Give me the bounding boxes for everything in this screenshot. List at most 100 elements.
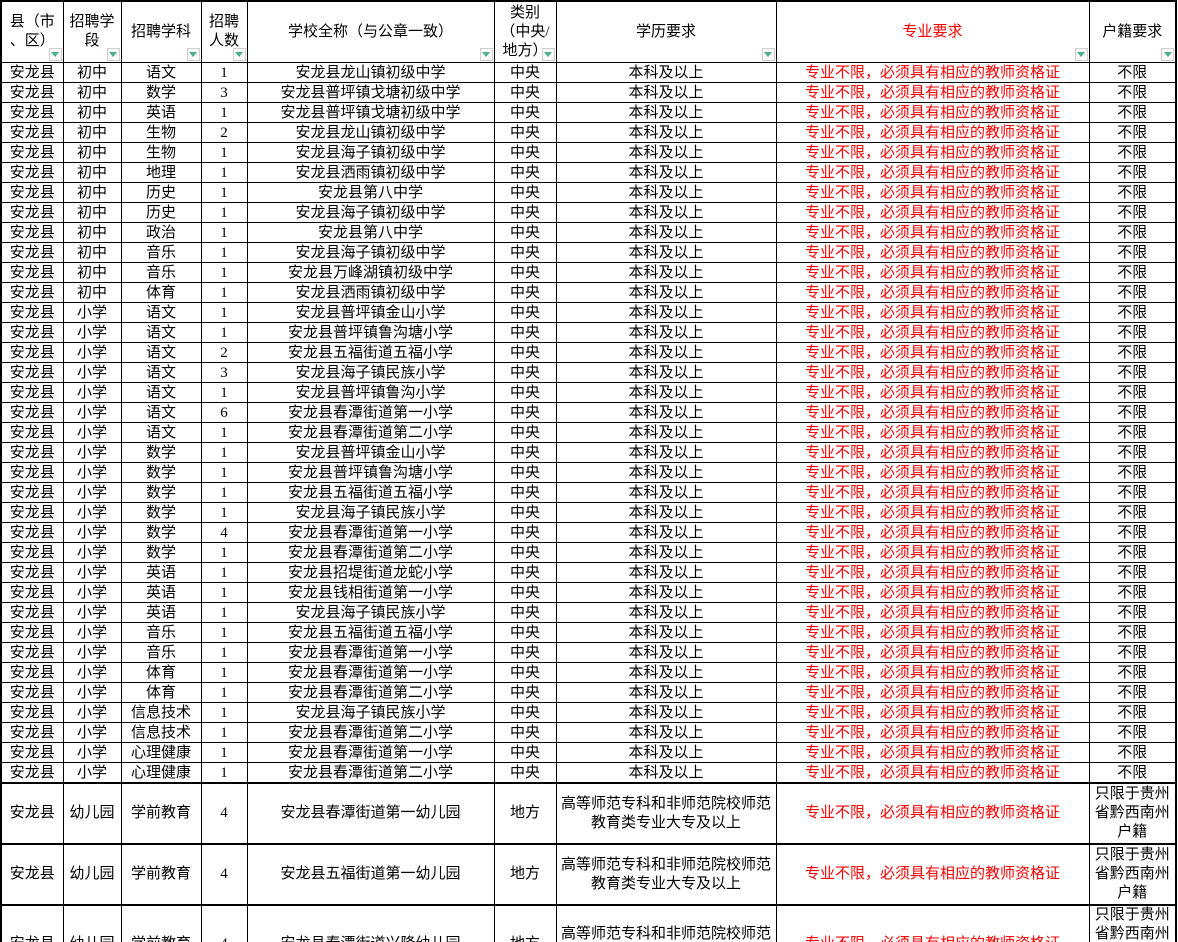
filter-dropdown-button[interactable] — [106, 48, 120, 61]
table-row: 安龙县 初中 生物 2 安龙县龙山镇初级中学 中央 本科及以上 专业不限，必须具有相应的教师资… — [0, 122, 1177, 143]
cell-education: 本科及以上 — [555, 422, 777, 443]
filter-dropdown-button[interactable] — [232, 48, 246, 61]
table-row: 安龙县 小学 英语 1 安龙县钱相街道第一小学 中央 本科及以上 专业不限，必须具有相应的教师… — [0, 582, 1177, 603]
cell-stage: 小学 — [62, 302, 122, 323]
filter-arrow-icon — [235, 52, 243, 57]
cell-count: 1 — [200, 562, 248, 583]
cell-education: 本科及以上 — [555, 742, 777, 763]
cell-category: 中央 — [493, 82, 557, 103]
cell-stage: 幼儿园 — [62, 843, 122, 906]
cell-county: 安龙县 — [0, 843, 64, 906]
cell-count: 1 — [200, 382, 248, 403]
cell-county: 安龙县 — [0, 562, 64, 583]
cell-major: 专业不限，必须具有相应的教师资格证 — [775, 742, 1090, 763]
cell-subject: 地理 — [120, 162, 202, 183]
cell-count: 1 — [200, 722, 248, 743]
cell-subject: 生物 — [120, 142, 202, 163]
cell-residence: 不限 — [1088, 402, 1177, 423]
cell-major: 专业不限，必须具有相应的教师资格证 — [775, 162, 1090, 183]
filter-dropdown-button[interactable] — [1161, 48, 1174, 61]
cell-stage: 初中 — [62, 162, 122, 183]
cell-county: 安龙县 — [0, 542, 64, 563]
cell-category: 地方 — [493, 782, 557, 845]
cell-education: 本科及以上 — [555, 522, 777, 543]
filter-dropdown-button[interactable] — [1074, 48, 1088, 61]
cell-school: 安龙县五福街道五福小学 — [246, 622, 495, 643]
cell-subject: 数学 — [120, 82, 202, 103]
filter-dropdown-button[interactable] — [48, 48, 62, 61]
table-row: 安龙县 初中 数学 3 安龙县普坪镇戈塘初级中学 中央 本科及以上 专业不限，必须具有相应的教… — [0, 82, 1177, 103]
filter-dropdown-button[interactable] — [479, 48, 493, 61]
cell-residence: 不限 — [1088, 662, 1177, 683]
cell-major: 专业不限，必须具有相应的教师资格证 — [775, 462, 1090, 483]
cell-residence: 不限 — [1088, 262, 1177, 283]
cell-count: 1 — [200, 322, 248, 343]
cell-stage: 初中 — [62, 242, 122, 263]
cell-count: 1 — [200, 742, 248, 763]
filter-arrow-icon — [1163, 52, 1172, 57]
cell-stage: 小学 — [62, 742, 122, 763]
filter-dropdown-button[interactable] — [186, 48, 200, 61]
table-row: 安龙县 小学 体育 1 安龙县春潭街道第一小学 中央 本科及以上 专业不限，必须具有相应的教师… — [0, 662, 1177, 683]
cell-stage: 幼儿园 — [62, 904, 122, 942]
cell-school: 安龙县普坪镇金山小学 — [246, 302, 495, 323]
cell-major: 专业不限，必须具有相应的教师资格证 — [775, 382, 1090, 403]
cell-county: 安龙县 — [0, 622, 64, 643]
cell-school: 安龙县春潭街道兴隆幼儿园 — [246, 904, 495, 942]
cell-school: 安龙县海子镇民族小学 — [246, 502, 495, 523]
cell-category: 中央 — [493, 542, 557, 563]
cell-category: 中央 — [493, 462, 557, 483]
filter-dropdown-button[interactable] — [761, 48, 775, 61]
cell-stage: 小学 — [62, 502, 122, 523]
cell-residence: 不限 — [1088, 242, 1177, 263]
cell-major: 专业不限，必须具有相应的教师资格证 — [775, 722, 1090, 743]
filter-arrow-icon — [109, 52, 117, 57]
cell-residence: 不限 — [1088, 202, 1177, 223]
cell-count: 1 — [200, 202, 248, 223]
cell-subject: 学前教育 — [120, 904, 202, 942]
table-row: 安龙县 小学 语文 1 安龙县普坪镇鲁沟塘小学 中央 本科及以上 专业不限，必须具有相应的教师… — [0, 322, 1177, 343]
cell-education: 本科及以上 — [555, 602, 777, 623]
cell-count: 1 — [200, 502, 248, 523]
cell-county: 安龙县 — [0, 282, 64, 303]
cell-major: 专业不限，必须具有相应的教师资格证 — [775, 262, 1090, 283]
cell-school: 安龙县五福街道第一幼儿园 — [246, 843, 495, 906]
cell-major: 专业不限，必须具有相应的教师资格证 — [775, 582, 1090, 603]
cell-school: 安龙县普坪镇戈塘初级中学 — [246, 102, 495, 123]
cell-subject: 心理健康 — [120, 762, 202, 784]
filter-arrow-icon — [1077, 52, 1085, 57]
cell-category: 中央 — [493, 722, 557, 743]
cell-subject: 数学 — [120, 442, 202, 463]
cell-education: 本科及以上 — [555, 762, 777, 784]
table-row: 安龙县 小学 心理健康 1 安龙县春潭街道第二小学 中央 本科及以上 专业不限，必须具有相应的… — [0, 762, 1177, 784]
table-row: 安龙县 小学 体育 1 安龙县春潭街道第二小学 中央 本科及以上 专业不限，必须具有相应的教师… — [0, 682, 1177, 703]
cell-residence: 不限 — [1088, 462, 1177, 483]
cell-category: 中央 — [493, 122, 557, 143]
table-row: 安龙县 小学 数学 4 安龙县春潭街道第一小学 中央 本科及以上 专业不限，必须具有相应的教师… — [0, 522, 1177, 543]
cell-subject: 学前教育 — [120, 843, 202, 906]
cell-education: 本科及以上 — [555, 182, 777, 203]
table-row: 安龙县 小学 音乐 1 安龙县五福街道五福小学 中央 本科及以上 专业不限，必须具有相应的教师… — [0, 622, 1177, 643]
cell-count: 4 — [200, 843, 248, 906]
cell-subject: 数学 — [120, 502, 202, 523]
cell-stage: 小学 — [62, 442, 122, 463]
cell-stage: 初中 — [62, 222, 122, 243]
cell-school: 安龙县万峰湖镇初级中学 — [246, 262, 495, 283]
table-row: 安龙县 初中 语文 1 安龙县龙山镇初级中学 中央 本科及以上 专业不限，必须具有相应的教师资… — [0, 62, 1177, 83]
cell-category: 中央 — [493, 62, 557, 83]
column-header-category: 类别 （中央/ 地方） — [493, 0, 557, 63]
cell-school: 安龙县第八中学 — [246, 222, 495, 243]
cell-education: 本科及以上 — [555, 442, 777, 463]
column-header-label: 招聘学科 — [130, 23, 191, 40]
cell-category: 中央 — [493, 302, 557, 323]
cell-major: 专业不限，必须具有相应的教师资格证 — [775, 702, 1090, 723]
cell-count: 6 — [200, 402, 248, 423]
filter-dropdown-button[interactable] — [541, 48, 555, 61]
cell-count: 1 — [200, 602, 248, 623]
cell-school: 安龙县春潭街道第一小学 — [246, 522, 495, 543]
cell-residence: 只限于贵州省黔西南州户籍 — [1088, 843, 1177, 906]
cell-county: 安龙县 — [0, 904, 64, 942]
cell-school: 安龙县海子镇民族小学 — [246, 702, 495, 723]
cell-stage: 小学 — [62, 542, 122, 563]
cell-residence: 不限 — [1088, 642, 1177, 663]
